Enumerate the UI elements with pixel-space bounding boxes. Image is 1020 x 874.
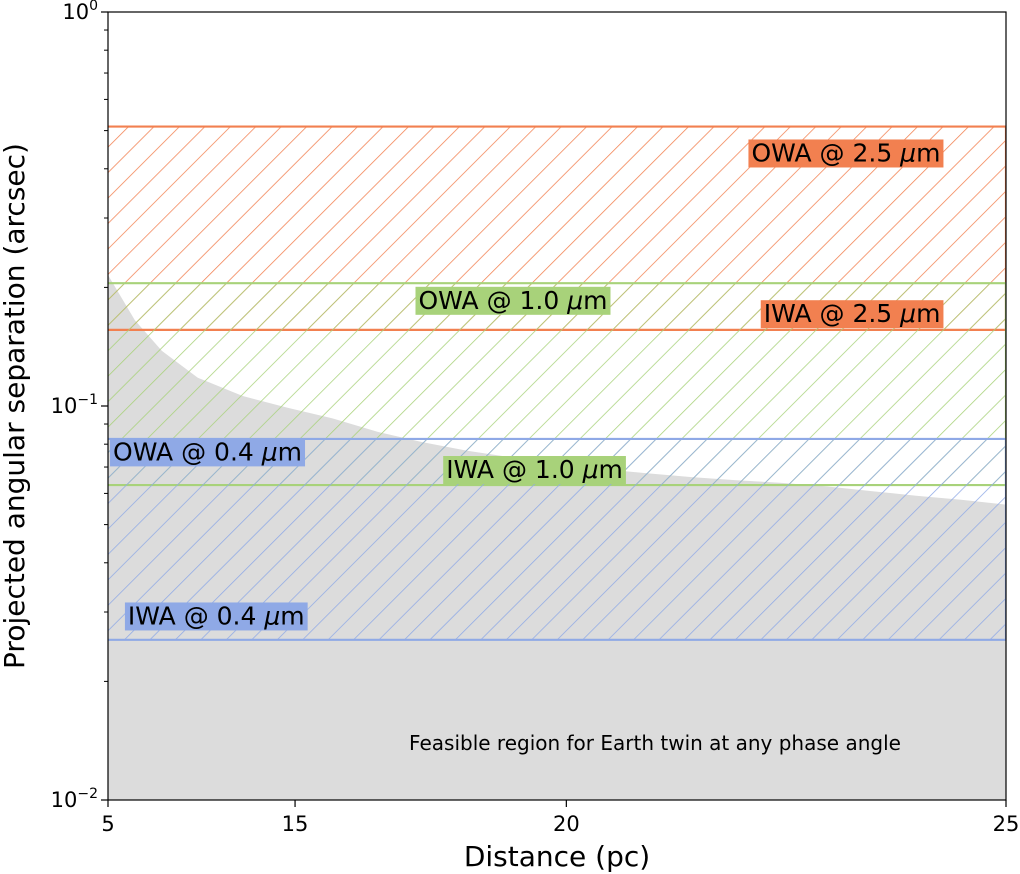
band-label-text: OWA @ 1.0 μm	[418, 286, 607, 315]
y-tick-label: 10−1	[51, 392, 98, 418]
y-tick-label: 100	[62, 0, 98, 24]
axis-ticks: 5 15 20 25 10−2 10−1 100	[51, 0, 1020, 836]
band-labels: OWA @ 2.5 μm IWA @ 2.5 μm OWA @ 1.0 μm IWA …	[110, 138, 944, 631]
band-label-bg	[443, 455, 626, 484]
band-label-bg	[748, 139, 944, 168]
band-label-bg	[760, 300, 944, 329]
x-axis-label: Distance (pc)	[464, 840, 650, 873]
band-label-1-0: OWA @ 1.0 μm	[415, 286, 611, 315]
x-tick-label: 15	[282, 812, 309, 836]
band-label-1-1: IWA @ 1.0 μm	[443, 455, 626, 484]
band-label-bg	[110, 438, 306, 467]
x-tick-label: 5	[101, 812, 114, 836]
band-label-0-1: IWA @ 2.5 μm	[760, 299, 944, 329]
feasible-region-annotation: Feasible region for Earth twin at any ph…	[409, 731, 901, 755]
band-label-2-0: OWA @ 0.4 μm	[110, 437, 306, 467]
band-label-0-0: OWA @ 2.5 μm	[748, 138, 944, 168]
x-tick-label: 25	[993, 812, 1020, 836]
band-label-text: IWA @ 2.5 μm	[764, 299, 941, 328]
band-label-bg	[415, 286, 611, 315]
x-tick-label: 20	[553, 812, 580, 836]
band-label-text: OWA @ 2.5 μm	[751, 138, 940, 167]
y-tick-label: 10−2	[51, 786, 98, 812]
band-label-text: OWA @ 0.4 μm	[113, 437, 302, 466]
y-axis-label: Projected angular separation (arcsec)	[0, 143, 31, 669]
band-label-text: IWA @ 0.4 μm	[128, 601, 305, 630]
band-label-text: IWA @ 1.0 μm	[446, 455, 623, 484]
band-label-bg	[124, 602, 308, 631]
band-label-2-1: IWA @ 0.4 μm	[124, 601, 308, 631]
